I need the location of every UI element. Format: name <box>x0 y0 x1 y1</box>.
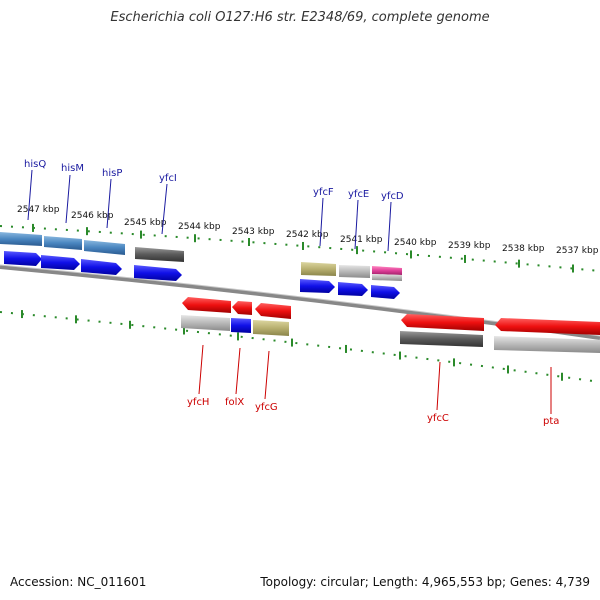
tick-label: 2540 kbp <box>394 238 437 248</box>
map-title: Escherichia coli O127:H6 str. E2348/69, … <box>110 10 490 25</box>
bottom-major-ticks <box>21 310 563 381</box>
gene-label-yfcF[interactable]: yfcF <box>313 187 334 198</box>
gene-arrow-yfcD[interactable] <box>371 285 400 299</box>
gene-label-pta[interactable]: pta <box>543 416 559 427</box>
tick-label: 2539 kbp <box>448 241 491 251</box>
feature-dark-yfcC[interactable] <box>400 331 483 347</box>
tick-label: 2546 kbp <box>71 211 114 221</box>
gene-label-hisP[interactable]: hisP <box>102 168 122 179</box>
leader-yfcG <box>264 350 270 400</box>
gene-arrow-yfcH[interactable] <box>182 297 231 313</box>
feature-light-pta[interactable] <box>494 336 600 353</box>
gene-label-yfcC[interactable]: yfcC <box>427 413 449 424</box>
feature-light-yfcH[interactable] <box>181 315 230 331</box>
gene-arrow-yfcC[interactable] <box>401 314 484 331</box>
gene-arrow-hisM[interactable] <box>41 255 80 270</box>
accession-label: Accession: NC_011601 <box>10 575 147 589</box>
gene-label-folX[interactable]: folX <box>225 397 244 408</box>
gene-arrow-folX[interactable] <box>232 301 252 315</box>
feature-light-yfcE[interactable] <box>339 265 370 278</box>
gene-label-hisQ[interactable]: hisQ <box>24 159 46 170</box>
leader-yfcD <box>387 201 392 252</box>
gene-arrow-hisP[interactable] <box>81 259 122 275</box>
genome-info-label: Topology: circular; Length: 4,965,553 bp… <box>260 575 590 589</box>
gene-arrow-yfcF[interactable] <box>300 279 335 293</box>
gene-label-yfcI[interactable]: yfcI <box>159 173 177 184</box>
top-major-ticks <box>32 223 574 273</box>
tick-label: 2544 kbp <box>178 222 221 232</box>
gene-arrow-yfcE[interactable] <box>338 282 368 296</box>
leader-yfcE <box>354 199 359 250</box>
tick-label: 2541 kbp <box>340 235 383 245</box>
feature-dark-yfcI[interactable] <box>135 247 184 262</box>
tick-label: 2543 kbp <box>232 227 275 237</box>
feature-magenta-yfcD[interactable] <box>372 266 402 275</box>
gene-label-yfcH[interactable]: yfcH <box>187 397 209 408</box>
feature-olive-yfcF[interactable] <box>301 262 336 276</box>
tick-label: 2545 kbp <box>124 218 167 228</box>
leader-yfcH <box>198 344 204 395</box>
tick-label: 2538 kbp <box>502 244 545 254</box>
feature-olive-yfcG[interactable] <box>253 320 289 336</box>
leader-folX <box>235 347 241 395</box>
gene-label-yfcD[interactable]: yfcD <box>381 191 404 202</box>
leader-yfcI <box>161 183 168 235</box>
feature-steel-hisP[interactable] <box>84 240 125 255</box>
gene-label-yfcE[interactable]: yfcE <box>348 189 369 200</box>
leader-hisQ <box>27 169 33 221</box>
gene-arrow-pta[interactable] <box>495 318 600 335</box>
leader-hisM <box>65 174 71 224</box>
tick-label: 2547 kbp <box>17 205 60 215</box>
feature-light-yfcD[interactable] <box>372 274 402 281</box>
leader-hisP <box>106 178 112 229</box>
leader-yfcF <box>319 197 324 247</box>
gene-arrow-yfcG[interactable] <box>255 303 291 319</box>
feature-steel-hisM[interactable] <box>44 236 82 250</box>
tick-label: 2542 kbp <box>286 230 329 240</box>
gene-label-yfcG[interactable]: yfcG <box>255 402 278 413</box>
tick-label: 2537 kbp <box>556 246 599 256</box>
feature-steel-hisQ[interactable] <box>0 232 42 246</box>
gene-label-hisM[interactable]: hisM <box>61 163 84 174</box>
feature-blue-folX[interactable] <box>231 318 251 333</box>
gene-arrow-yfcI[interactable] <box>134 265 182 281</box>
gene-arrow-hisQ[interactable] <box>4 251 42 266</box>
top-ruler <box>0 225 600 272</box>
leader-yfcC <box>436 361 441 411</box>
